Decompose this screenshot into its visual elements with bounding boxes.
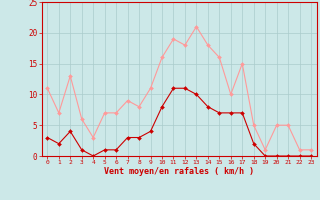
- X-axis label: Vent moyen/en rafales ( km/h ): Vent moyen/en rafales ( km/h ): [104, 167, 254, 176]
